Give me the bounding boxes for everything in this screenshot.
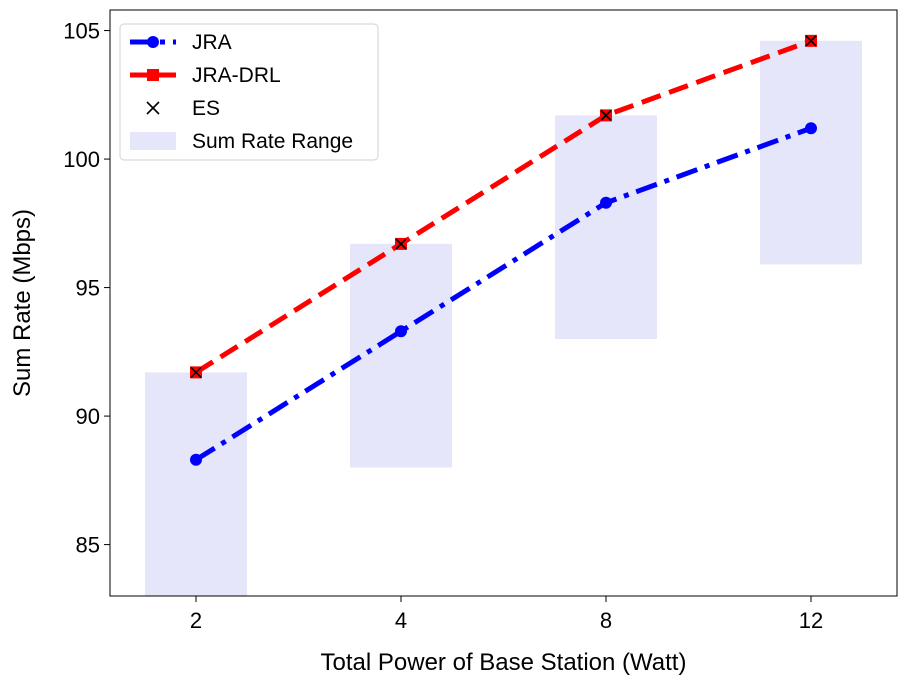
legend-item-range: Sum Rate Range (130, 130, 353, 153)
legend-label-es: ES (192, 97, 220, 120)
x-axis-ticks: 2 4 8 12 (190, 596, 823, 633)
legend-swatch-range (130, 132, 176, 150)
y-tick-label-100: 100 (63, 147, 100, 172)
legend-item-jra: JRA (130, 31, 232, 54)
legend-item-jra-drl: JRA-DRL (130, 64, 281, 87)
point-es-2 (190, 366, 202, 378)
point-jra-4 (395, 325, 407, 338)
series-line-jra (194, 125, 812, 462)
series-lines (194, 38, 812, 462)
point-es-4 (395, 238, 407, 250)
y-axis-label: Sum Rate (Mbps) (9, 209, 36, 397)
point-es-12 (805, 35, 817, 47)
range-bar-8 (555, 115, 657, 339)
legend: JRA JRA-DRL ES Sum Rate Range (119, 23, 379, 161)
y-tick-label-85: 85 (76, 533, 100, 558)
x-tick-label-12: 12 (799, 608, 823, 633)
plot-frame (109, 9, 898, 597)
legend-box (119, 23, 379, 161)
x-tick-label-8: 8 (600, 608, 612, 633)
series-line-jra-drl (194, 38, 812, 375)
legend-label-range: Sum Rate Range (192, 130, 353, 153)
point-es-8 (600, 109, 612, 121)
legend-item-es: ES (146, 97, 220, 120)
range-bar-4 (350, 243, 452, 468)
y-tick-label-95: 95 (76, 276, 100, 301)
legend-label-jra: JRA (192, 31, 232, 54)
legend-marker-jra (147, 36, 159, 48)
x-tick-label-2: 2 (190, 608, 202, 633)
point-jra-2 (190, 453, 202, 466)
point-jra-8 (600, 196, 612, 209)
series-markers (190, 34, 817, 466)
y-axis-ticks: 85 90 95 100 105 (63, 19, 110, 558)
legend-label-jra-drl: JRA-DRL (192, 64, 281, 87)
range-bars (145, 40, 862, 596)
point-jra-12 (805, 122, 817, 135)
legend-marker-es (146, 101, 160, 115)
x-axis-label: Total Power of Base Station (Watt) (321, 649, 687, 676)
y-tick-label-105: 105 (63, 19, 100, 44)
range-bar-12 (760, 40, 862, 265)
x-tick-label-4: 4 (395, 608, 407, 633)
range-bar-2 (145, 372, 247, 596)
y-tick-label-90: 90 (76, 404, 100, 429)
legend-marker-jra-drl (147, 69, 159, 81)
